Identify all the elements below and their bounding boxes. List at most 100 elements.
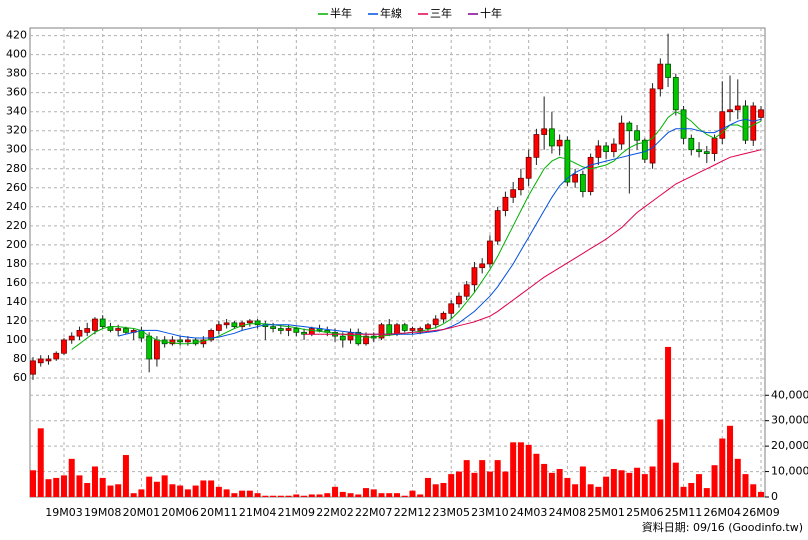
candle-body	[53, 352, 60, 360]
volume-bar	[455, 471, 462, 497]
candle-body	[456, 295, 462, 305]
volume-bar	[525, 444, 532, 497]
candle-body	[463, 284, 470, 297]
candle-body	[417, 328, 424, 331]
candle-body	[208, 330, 215, 341]
candle-body	[742, 105, 749, 141]
candle-body	[541, 128, 548, 135]
volume-bar	[138, 489, 145, 497]
volume-bar	[758, 491, 764, 497]
y2-tick-label: 20,000	[771, 439, 808, 452]
volume-bar	[270, 495, 277, 497]
volume-bar	[200, 480, 207, 497]
volume-bar	[665, 346, 672, 497]
candle-body	[246, 320, 253, 324]
candle-body	[231, 322, 238, 328]
volume-bar	[30, 470, 36, 497]
y-tick-label: 160	[6, 276, 27, 289]
x-tick-label: 23M05	[432, 506, 470, 519]
candle-body	[30, 360, 36, 375]
volume-bar	[293, 494, 300, 497]
y-tick-label: 120	[6, 314, 27, 327]
candle-body	[649, 88, 656, 164]
volume-bar	[672, 462, 679, 497]
legend-label: 三年	[430, 6, 452, 20]
x-tick-label: 23M10	[471, 506, 509, 519]
candle-body	[363, 335, 369, 345]
candle-body	[634, 130, 640, 141]
candle-body	[223, 322, 230, 326]
y2-tick-label: 10,000	[771, 465, 808, 478]
volume-bar	[355, 494, 362, 497]
volume-bar	[401, 495, 408, 497]
candle-body	[347, 331, 354, 341]
volume-bar	[347, 493, 354, 497]
candle-body	[177, 339, 184, 343]
candle-body	[688, 137, 695, 151]
candle-body	[548, 128, 555, 147]
candle-body	[154, 339, 160, 360]
volume-bar	[262, 495, 269, 497]
candle-body	[564, 139, 571, 183]
volume-bar	[246, 490, 253, 497]
volume-bar	[239, 490, 246, 497]
volume-bar	[370, 489, 377, 497]
candle-body	[479, 263, 486, 269]
ma-line	[304, 149, 762, 335]
x-tick-label: 24M08	[549, 506, 587, 519]
volume-bar	[649, 466, 656, 497]
volume-bar	[634, 467, 641, 497]
candle-body	[409, 328, 416, 331]
footnote: 資料日期: 09/16 (Goodinfo.tw)	[642, 520, 803, 534]
candle-body	[579, 174, 586, 192]
x-tick-label: 20M11	[200, 506, 238, 519]
volume-bar	[432, 484, 439, 497]
legend-label: 十年	[480, 6, 502, 20]
candle-body	[378, 324, 385, 339]
x-tick-label: 26M04	[704, 506, 742, 519]
candle-body	[386, 324, 393, 335]
volume-bar	[734, 458, 741, 497]
volume-bar	[386, 493, 393, 497]
candle-body	[84, 328, 91, 333]
candle-body	[425, 324, 431, 329]
candle-body	[525, 156, 532, 179]
volume-bar	[424, 477, 431, 497]
candle-body	[355, 331, 362, 345]
volume-bar	[254, 493, 261, 497]
candle-body	[672, 77, 679, 111]
volume-bar	[486, 471, 493, 497]
y-tick-label: 300	[6, 143, 27, 156]
volume-bar	[603, 476, 610, 497]
volume-bar	[130, 493, 137, 497]
volume-bar	[53, 477, 60, 497]
volume-bar	[641, 474, 648, 497]
volume-bar	[184, 489, 191, 497]
volume-bar	[417, 494, 424, 497]
volume-bar	[339, 491, 346, 497]
candle-body	[696, 149, 702, 153]
candle-body	[727, 109, 733, 113]
x-tick-label: 22M02	[316, 506, 354, 519]
candle-body	[99, 318, 106, 328]
volume-bar	[324, 493, 331, 497]
candle-body	[37, 358, 44, 364]
candle-body	[285, 328, 292, 331]
candle-body	[603, 145, 610, 153]
candle-body	[719, 111, 726, 139]
candle-body	[215, 324, 222, 331]
candle-body	[123, 328, 129, 333]
volume-bar	[45, 479, 52, 497]
volume-bar	[750, 484, 757, 497]
candle-body	[572, 174, 579, 183]
candle-body	[61, 339, 67, 354]
volume-bar	[696, 474, 703, 497]
x-tick-label: 21M09	[278, 506, 316, 519]
volume-bar	[107, 485, 114, 497]
volume-bar	[719, 438, 726, 497]
y-tick-label: 340	[6, 105, 27, 118]
volume-bar	[533, 453, 540, 497]
y-tick-label: 320	[6, 124, 27, 137]
candle-body	[76, 330, 83, 337]
candle-body	[184, 339, 191, 343]
